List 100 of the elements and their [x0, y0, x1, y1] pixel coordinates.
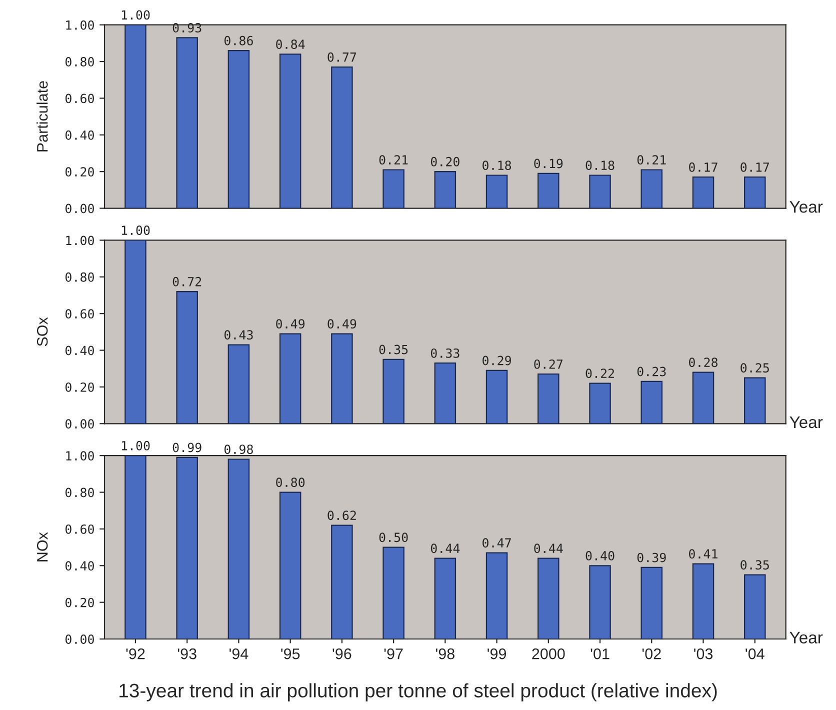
data-label: 0.21	[379, 155, 408, 165]
bar	[486, 552, 508, 639]
bar	[382, 169, 404, 208]
bar	[692, 372, 714, 424]
data-label: 0.17	[740, 162, 769, 172]
x-tick-label: '92	[126, 648, 145, 660]
data-label: 0.98	[224, 444, 253, 454]
bar	[382, 358, 404, 424]
bar	[124, 240, 146, 424]
x-tick-label: '99	[488, 648, 506, 660]
bar	[486, 370, 508, 424]
y-tick-label: 0.20	[65, 598, 94, 608]
data-label: 0.23	[637, 366, 666, 376]
x-tick-label: '03	[694, 648, 713, 660]
y-tick-label: 0.60	[65, 94, 94, 104]
bar	[228, 50, 250, 208]
data-label: 0.40	[586, 550, 614, 560]
x-tick-label: '97	[384, 648, 403, 660]
x-tick-label: '01	[590, 648, 610, 660]
y-tick-label: 0.00	[65, 204, 94, 214]
y-tick-label: 0.40	[65, 130, 94, 140]
x-axis-title: Year	[790, 201, 823, 213]
x-axis-title: Year	[790, 416, 823, 428]
bar	[176, 291, 198, 424]
x-tick-label: '94	[230, 648, 248, 660]
data-label: 0.44	[534, 544, 563, 554]
bar	[589, 174, 611, 208]
bar	[692, 563, 714, 639]
x-tick-label: '95	[281, 648, 300, 660]
data-label: 0.35	[379, 344, 408, 354]
bar	[744, 176, 766, 208]
y-tick-label: 0.00	[65, 419, 94, 429]
x-axis-title: Year	[790, 632, 823, 644]
text: 13-year trend in air pollution per tonne of steel product (relative index)	[120, 683, 717, 702]
x-tick-label: '02	[642, 648, 661, 660]
bar	[589, 382, 611, 424]
data-label: 1.00	[122, 226, 150, 236]
data-label: 1.00	[122, 440, 150, 450]
data-label: 0.39	[637, 552, 666, 562]
y-tick-label: 1.00	[66, 20, 94, 30]
bar	[640, 169, 663, 208]
data-label: 0.21	[637, 155, 666, 165]
x-tick-label: '04	[746, 648, 764, 660]
y-tick-label: 0.60	[65, 309, 94, 319]
bar	[640, 566, 663, 639]
data-label: 0.28	[689, 358, 718, 368]
y-tick-label: 0.80	[65, 57, 94, 66]
data-label: 0.99	[172, 442, 202, 452]
data-label: 0.18	[586, 160, 614, 170]
data-label: 0.29	[482, 356, 511, 366]
bar	[279, 333, 302, 424]
data-label: 0.35	[740, 560, 769, 570]
x-tick-label: '96	[332, 648, 352, 660]
data-label: 0.93	[172, 23, 202, 32]
data-label: 0.77	[328, 52, 356, 62]
y-tick-label: 1.00	[66, 236, 94, 246]
bar	[434, 362, 456, 424]
data-label: 0.43	[224, 330, 253, 340]
data-label: 0.41	[689, 549, 718, 559]
bar	[486, 174, 508, 208]
data-label: 0.19	[534, 158, 563, 168]
data-label: 0.17	[689, 162, 718, 172]
data-label: 0.50	[379, 532, 408, 542]
bar	[640, 380, 663, 424]
bar	[176, 456, 198, 639]
y-tick-label: 0.80	[65, 488, 94, 498]
bar	[228, 458, 250, 639]
bar	[124, 24, 146, 208]
data-label: 0.84	[276, 40, 305, 49]
y-tick-label: 0.40	[65, 561, 94, 571]
x-tick-label: '98	[436, 648, 454, 660]
data-label: 0.80	[276, 478, 305, 488]
x-tick-label: 2000	[532, 648, 565, 660]
bar	[692, 176, 714, 208]
bar	[538, 558, 560, 639]
y-axis-title: Particulate	[36, 81, 48, 152]
bar	[589, 565, 611, 639]
data-label: 0.72	[172, 276, 202, 286]
data-label: 0.25	[740, 363, 769, 373]
x-tick-label: '93	[178, 648, 196, 660]
bar	[228, 344, 250, 424]
bar	[434, 171, 456, 208]
y-axis-title: SOx	[36, 317, 48, 346]
y-axis-title: NOx	[36, 532, 48, 562]
y-tick-label: 0.20	[65, 167, 94, 177]
bar	[124, 456, 146, 639]
data-label: 0.86	[224, 36, 253, 46]
bar	[744, 574, 766, 639]
data-label: 1.00	[122, 10, 150, 20]
bar	[744, 377, 766, 424]
bar	[176, 37, 198, 208]
bar	[382, 546, 404, 639]
data-label: 0.22	[586, 368, 614, 378]
y-tick-label: 0.40	[65, 346, 94, 356]
data-label: 0.47	[482, 538, 511, 548]
data-label: 0.49	[328, 319, 356, 329]
y-tick-label: 0.00	[65, 634, 94, 644]
bar	[434, 558, 456, 639]
data-label: 0.27	[534, 359, 563, 369]
bar	[538, 374, 560, 424]
